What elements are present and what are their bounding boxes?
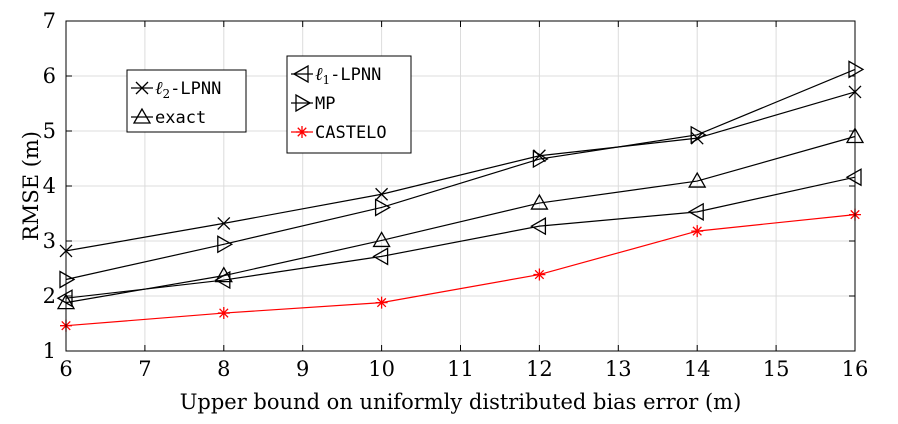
- x-tick-label: 16: [842, 357, 869, 381]
- legend-label-prefix: ℓ: [155, 78, 163, 99]
- data-point: [374, 198, 391, 217]
- data-point: [217, 307, 230, 320]
- legend-label-suffix: -LPNN: [170, 79, 221, 99]
- legend-label: exact: [155, 108, 206, 128]
- y-axis-title: RMSE (m): [19, 131, 43, 241]
- y-tick-label: 4: [43, 174, 56, 198]
- data-point: [372, 247, 389, 266]
- data-point: [56, 289, 73, 308]
- legend-label: CASTELO: [315, 123, 387, 143]
- legend-label-sub: 2: [163, 87, 171, 101]
- legend-label-sub: 1: [323, 73, 331, 87]
- data-point: [848, 60, 865, 79]
- legend-swatch-marker: [132, 107, 152, 124]
- x-tick-label: 11: [447, 357, 474, 381]
- series-line: [65, 176, 856, 299]
- x-tick-label: 9: [296, 357, 309, 381]
- data-point: [217, 235, 234, 254]
- x-tick-label: 8: [217, 357, 230, 381]
- legend-label: ℓ1-LPNN: [315, 64, 381, 87]
- series--lpnn-2: [56, 168, 862, 308]
- data-point: [375, 296, 388, 309]
- x-tick-label: 7: [138, 357, 151, 381]
- x-tick-label: 6: [59, 357, 72, 381]
- data-point: [372, 231, 391, 248]
- legend-entry: ℓ2-LPNN: [131, 78, 221, 101]
- y-tick-label: 7: [43, 9, 56, 33]
- data-point: [214, 270, 231, 290]
- legend-entry: exact: [131, 107, 206, 128]
- y-tick-label: 5: [43, 119, 56, 143]
- data-point: [530, 193, 549, 210]
- data-point: [375, 187, 389, 201]
- series--lpnn-0: [59, 85, 862, 258]
- y-tick-label: 2: [43, 284, 56, 308]
- x-tick-label: 13: [605, 357, 632, 381]
- legend-label-suffix: -LPNN: [330, 65, 381, 85]
- series-line: [65, 135, 856, 304]
- data-point: [533, 268, 546, 281]
- legend-label-suffix: MP: [315, 94, 335, 114]
- legend-label-suffix: CASTELO: [315, 123, 387, 143]
- series-mp-3: [59, 60, 865, 289]
- series-line: [65, 68, 856, 281]
- data-point: [687, 202, 704, 221]
- legend-label: ℓ2-LPNN: [155, 78, 221, 101]
- data-point: [217, 216, 231, 230]
- legend-swatch-marker: [296, 126, 308, 138]
- legend-secondary: ℓ1-LPNN MP CASTELO: [286, 55, 412, 154]
- legend-entry: ℓ1-LPNN: [291, 64, 381, 87]
- x-tick-label: 14: [684, 357, 711, 381]
- data-point: [690, 125, 707, 144]
- data-point: [532, 149, 549, 169]
- y-tick-label: 3: [43, 229, 56, 253]
- legend-label: MP: [315, 94, 335, 114]
- data-point: [688, 171, 707, 188]
- legend-swatch-marker: [295, 93, 312, 113]
- data-point: [214, 266, 233, 283]
- x-tick-label: 15: [763, 357, 790, 381]
- y-tick-label: 6: [43, 64, 56, 88]
- series-line: [65, 91, 856, 252]
- legend-swatch-marker: [135, 81, 149, 95]
- legend-entry: CASTELO: [291, 123, 387, 143]
- data-point: [845, 168, 862, 187]
- series-exact-1: [56, 127, 865, 310]
- legend-swatch-marker: [292, 64, 309, 84]
- data-point: [530, 217, 547, 236]
- legend-box: [126, 69, 247, 133]
- x-tick-label: 12: [526, 357, 553, 381]
- y-tick-label: 1: [43, 339, 56, 363]
- legend-entry: MP: [291, 93, 335, 114]
- data-point: [691, 225, 704, 238]
- legend-primary: ℓ2-LPNN exact: [126, 69, 247, 133]
- legend-label-prefix: ℓ: [315, 64, 323, 85]
- legend-label-suffix: exact: [155, 108, 206, 128]
- data-point: [59, 270, 76, 289]
- x-tick-label: 10: [368, 357, 395, 381]
- series-layer: [56, 60, 865, 332]
- x-axis-title: Upper bound on uniformly distributed bia…: [180, 390, 742, 414]
- series-line: [65, 214, 856, 327]
